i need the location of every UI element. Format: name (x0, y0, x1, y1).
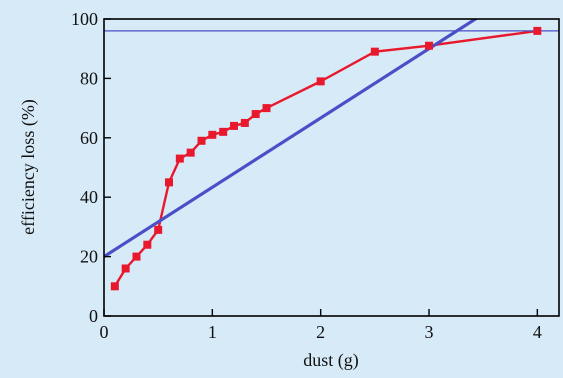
data-point-marker (208, 130, 217, 139)
x-tick-label: 2 (316, 322, 325, 342)
data-point-marker (240, 118, 249, 127)
y-axis-title: efficiency loss (%) (18, 99, 39, 235)
data-point-marker (425, 41, 433, 50)
data-point-marker (143, 240, 152, 249)
data-point-marker (121, 264, 130, 273)
data-point-marker (219, 127, 228, 136)
x-axis-title: dust (g) (303, 350, 359, 371)
x-tick-label: 3 (425, 322, 434, 342)
data-point-marker (197, 136, 206, 145)
data-point-marker (262, 104, 271, 113)
plot-background (104, 19, 559, 316)
y-tick-label: 20 (80, 247, 98, 267)
plot-area (104, 19, 559, 316)
x-tick-label: 1 (208, 322, 217, 342)
y-tick-label: 100 (71, 9, 98, 29)
x-tick-label: 4 (533, 322, 542, 342)
data-point-marker (175, 154, 184, 163)
plot-frame (103, 18, 560, 317)
data-point-marker (251, 110, 260, 119)
marker-layer (110, 26, 542, 291)
data-point-marker (165, 178, 173, 187)
data-point-marker (132, 252, 141, 261)
data-point-marker (230, 121, 238, 130)
data-point-marker (370, 47, 379, 56)
data-point-marker (316, 77, 325, 86)
data-point-marker (110, 282, 119, 291)
data-point-marker (154, 225, 163, 234)
y-tick-label: 80 (80, 68, 98, 88)
y-tick-label: 0 (89, 306, 98, 326)
data-point-marker (533, 26, 542, 35)
data-point-marker (186, 148, 195, 157)
y-tick-label: 40 (80, 187, 98, 207)
x-tick-label: 0 (100, 322, 109, 342)
y-tick-label: 60 (80, 128, 98, 148)
